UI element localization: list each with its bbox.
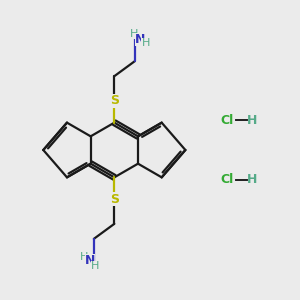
Text: H: H (130, 29, 138, 39)
Text: N: N (85, 254, 95, 267)
Text: H: H (80, 252, 88, 262)
Text: Cl: Cl (221, 173, 234, 186)
Text: S: S (110, 94, 119, 107)
Text: H: H (91, 261, 100, 271)
Text: H: H (247, 114, 257, 127)
Text: N: N (135, 33, 146, 46)
Text: Cl: Cl (221, 114, 234, 127)
Text: S: S (110, 193, 119, 206)
Text: H: H (142, 38, 150, 48)
Text: H: H (247, 173, 257, 186)
